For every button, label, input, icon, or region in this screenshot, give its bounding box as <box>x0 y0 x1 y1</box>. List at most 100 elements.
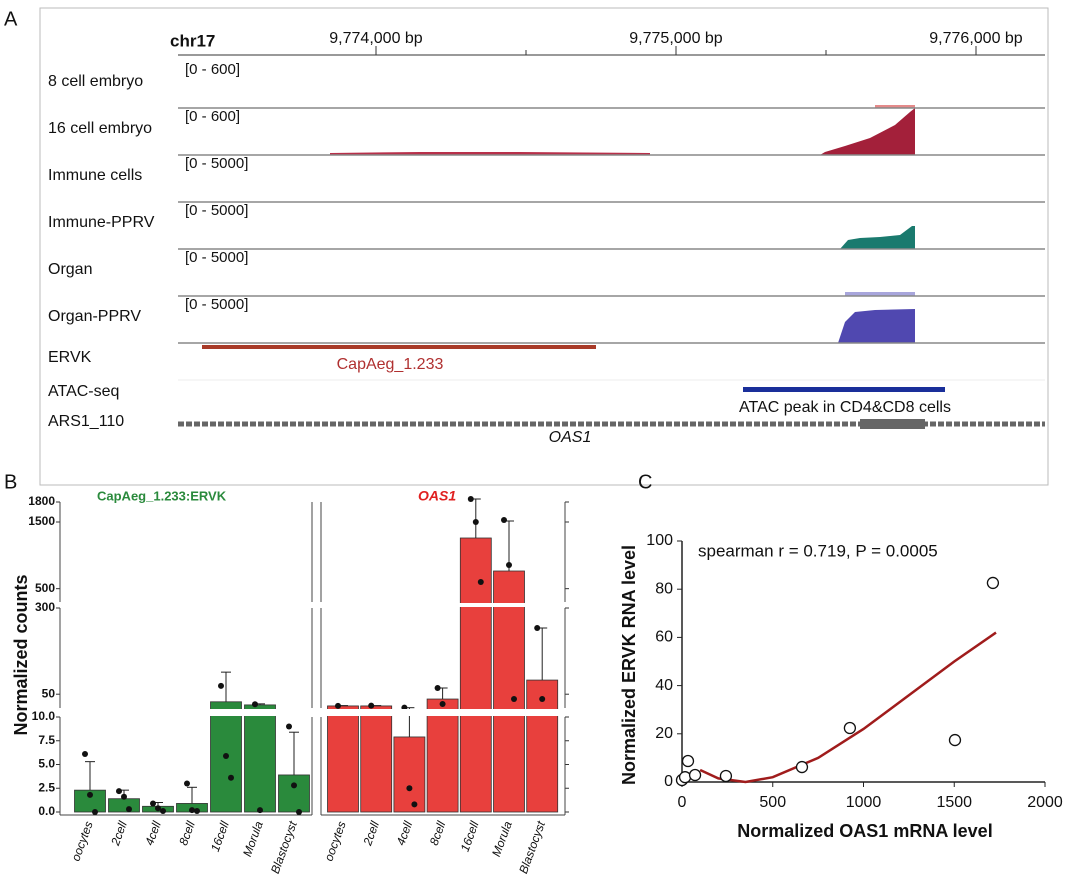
ruler-label: 9,776,000 bp <box>929 30 1023 47</box>
y-tick-label: 10.0 <box>32 709 56 723</box>
scatter-point <box>948 733 962 747</box>
x-tick-label: 16cell <box>458 819 482 854</box>
replicate-dot <box>411 801 418 808</box>
x-tick-label: Blastocyst <box>516 819 548 876</box>
x-tick-label: 8cell <box>427 819 449 847</box>
gene-exon <box>860 419 925 429</box>
track-name: Immune cells <box>48 167 142 184</box>
replicate-dot <box>506 562 512 568</box>
replicate-dot <box>368 702 375 709</box>
signal <box>845 292 915 296</box>
track-name: ERVK <box>48 349 92 366</box>
replicate-dot <box>252 701 258 708</box>
y-tick-label: 2.5 <box>38 780 55 794</box>
track-range: [0 - 600] <box>185 108 240 125</box>
replicate-dot <box>150 800 156 807</box>
y-tick-label: 80 <box>655 580 673 597</box>
panel-label: A <box>4 8 18 30</box>
replicate-dot <box>406 785 413 792</box>
x-tick-label: 0 <box>678 794 687 811</box>
track-name: ARS1_110 <box>48 413 124 430</box>
x-tick-label: 1000 <box>846 794 882 811</box>
x-tick-label: 4cell <box>394 819 416 847</box>
track-name: ATAC-seq <box>48 383 119 400</box>
scatter-point <box>681 754 695 768</box>
track-name: Organ <box>48 261 92 278</box>
feature-label: ATAC peak in CD4&CD8 cells <box>739 399 951 416</box>
track-name: Organ-PPRV <box>48 308 141 325</box>
y-tick-label: 0 <box>664 773 673 790</box>
replicate-dot <box>218 682 224 689</box>
signal <box>838 309 915 343</box>
replicate-dot <box>228 774 234 781</box>
x-tick-label: 1500 <box>936 794 972 811</box>
track-name: 8 cell embryo <box>48 73 143 90</box>
chrom: chr17 <box>170 31 215 50</box>
track-range: [0 - 600] <box>185 61 240 78</box>
x-tick-label: 16cell <box>208 819 232 854</box>
replicate-dot <box>92 809 98 815</box>
ruler-label: 9,774,000 bp <box>329 30 423 47</box>
bar <box>459 537 492 813</box>
y-tick-label: 7.5 <box>38 733 55 747</box>
replicate-dot <box>121 793 127 800</box>
y-tick-label: 40 <box>655 677 673 694</box>
replicate-dot <box>472 519 479 525</box>
replicate-dot <box>296 809 302 815</box>
x-tick-label: 8cell <box>176 819 198 847</box>
scatter-point <box>795 760 809 774</box>
track-range: [0 - 5000] <box>185 202 248 219</box>
bar <box>426 698 459 813</box>
fit-line <box>699 631 997 784</box>
minor-ticks <box>525 50 827 55</box>
y-tick-label: 1800 <box>28 494 55 508</box>
gene-label: OAS1 <box>549 429 592 446</box>
feature-label: CapAeg_1.233 <box>337 356 444 373</box>
replicate-dot <box>501 517 507 523</box>
x-tick-label: 500 <box>759 794 786 811</box>
signal <box>840 226 915 249</box>
y-tick-label: 1500 <box>28 514 55 528</box>
bar <box>526 679 559 813</box>
bar <box>360 705 393 813</box>
panel-label: B <box>4 471 17 493</box>
x-tick-label: oocytes <box>321 819 348 863</box>
replicate-dot <box>335 702 341 709</box>
replicate-dot <box>511 696 517 703</box>
y-tick-label: 60 <box>655 629 673 646</box>
y-tick-label: 300 <box>35 600 55 614</box>
bar <box>108 798 140 813</box>
panel-a-frame <box>39 7 1049 486</box>
replicate-dot <box>434 685 441 691</box>
atac-feature <box>743 387 945 392</box>
axis-break <box>62 709 563 716</box>
ruler-label: 9,775,000 bp <box>629 30 723 47</box>
y-tick-label: 100 <box>646 532 673 549</box>
y-axis-label: Normalized ERVK RNA level <box>619 545 639 785</box>
replicate-dot <box>194 808 200 815</box>
bar <box>393 736 426 813</box>
replicate-dot <box>439 701 446 707</box>
replicate-dot <box>126 806 132 813</box>
series-title: OAS1 <box>418 488 456 504</box>
replicate-dot <box>257 807 263 814</box>
replicate-dot <box>160 808 166 815</box>
signal <box>820 108 915 155</box>
replicate-dot <box>155 805 161 812</box>
y-tick-label: 0.0 <box>38 804 55 818</box>
x-tick-label: 4cell <box>142 819 164 847</box>
y-tick-label: 20 <box>655 725 673 742</box>
replicate-dot <box>82 751 88 758</box>
x-tick-label: Morula <box>489 819 515 859</box>
replicate-dot <box>291 782 297 789</box>
replicate-dot <box>286 723 292 730</box>
replicate-dot <box>477 579 484 585</box>
bar <box>493 570 525 813</box>
x-tick-label: Morula <box>240 819 266 859</box>
x-tick-label: oocytes <box>68 819 95 863</box>
y-tick-label: 5.0 <box>38 757 55 771</box>
bar <box>278 774 310 813</box>
x-tick-label: Blastocyst <box>268 819 300 876</box>
series-title: CapAeg_1.233:ERVK <box>97 488 227 503</box>
annotation: spearman r = 0.719, P = 0.0005 <box>698 541 938 560</box>
